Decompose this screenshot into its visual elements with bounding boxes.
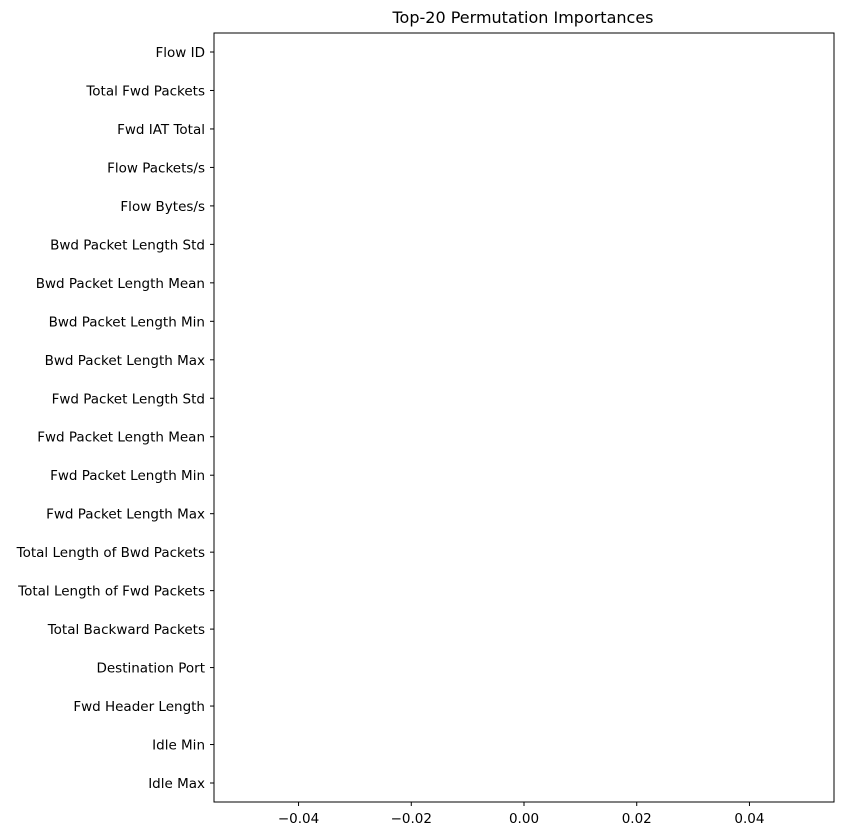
y-tick-label: Fwd Packet Length Min [50, 468, 205, 484]
y-axis: Flow ID Total Fwd Packets Fwd IAT Total Flo… [16, 45, 214, 792]
y-tick-label: Total Fwd Packets [85, 83, 205, 99]
x-tick-label: −0.04 [278, 811, 319, 827]
x-tick-label: −0.02 [391, 811, 432, 827]
y-tick-label: Idle Max [148, 776, 205, 792]
y-tick-label: Fwd Packet Length Mean [37, 430, 205, 446]
y-tick-label: Bwd Packet Length Min [49, 314, 205, 330]
x-axis: −0.04 −0.02 0.00 0.02 0.04 [278, 802, 764, 827]
y-tick-label: Fwd Packet Length Std [52, 391, 205, 407]
plot-area-frame [213, 32, 835, 803]
y-tick-label: Bwd Packet Length Max [45, 353, 205, 369]
y-tick-label: Flow ID [156, 45, 206, 61]
y-tick-label: Fwd Header Length [73, 699, 205, 715]
y-tick-label: Total Length of Fwd Packets [17, 584, 205, 600]
y-tick-label: Flow Packets/s [107, 160, 205, 176]
chart-title: Top-20 Permutation Importances [392, 8, 654, 27]
y-tick-label: Total Length of Bwd Packets [16, 545, 205, 561]
y-tick-label: Destination Port [96, 661, 205, 677]
y-tick-label: Fwd Packet Length Max [46, 507, 205, 523]
y-tick-label: Fwd IAT Total [117, 122, 205, 138]
x-tick-label: 0.04 [734, 811, 764, 827]
y-tick-label: Bwd Packet Length Std [50, 237, 205, 253]
y-tick-label: Total Backward Packets [47, 622, 205, 638]
y-tick-label: Bwd Packet Length Mean [36, 276, 205, 292]
y-tick-label: Flow Bytes/s [120, 199, 205, 215]
x-tick-label: 0.00 [509, 811, 539, 827]
x-tick-label: 0.02 [622, 811, 652, 827]
y-tick-label: Idle Min [152, 738, 205, 754]
